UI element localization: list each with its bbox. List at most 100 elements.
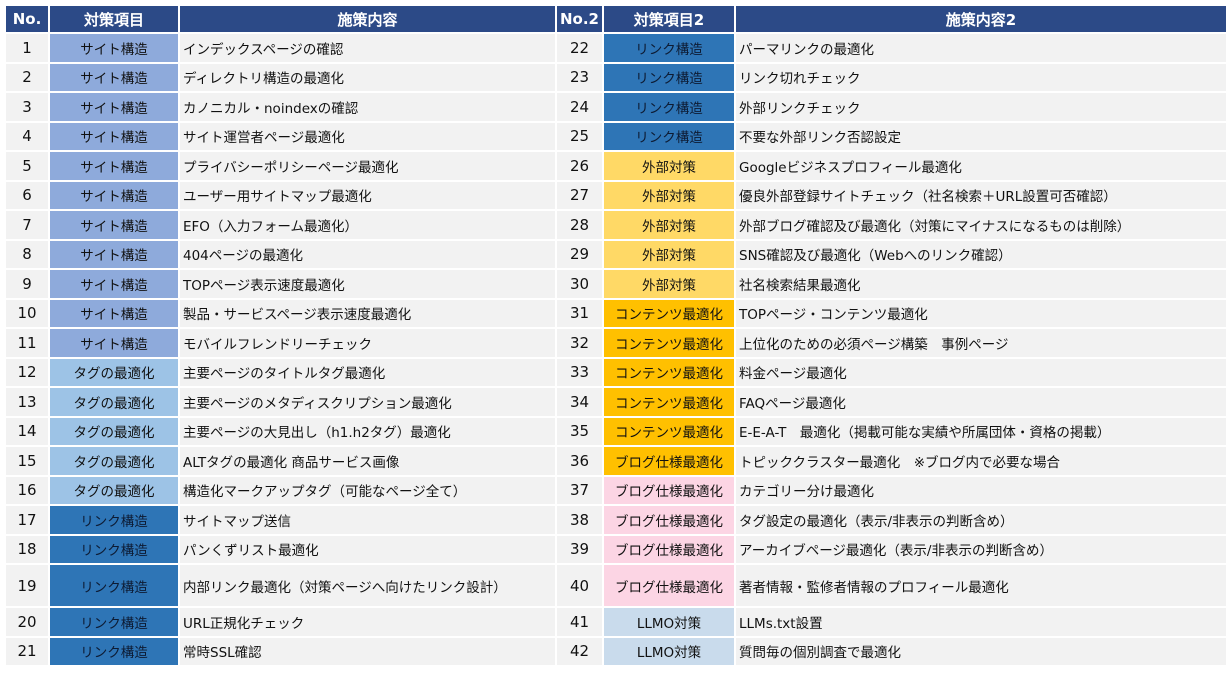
left-no-cell: 13 bbox=[6, 388, 48, 416]
left-measure-cell: 製品・サービスページ表示速度最適化 bbox=[180, 299, 555, 327]
right-category-cell: 外部対策 bbox=[604, 152, 734, 180]
right-measure-cell: SNS確認及び最適化（Webへのリンク確認） bbox=[736, 240, 1226, 268]
left-category-cell: サイト構造 bbox=[50, 240, 178, 268]
right-category-cell: ブログ仕様最適化 bbox=[604, 565, 734, 606]
right-measure-cell: Googleビジネスプロフィール最適化 bbox=[736, 152, 1226, 180]
seo-measures-table: No. 対策項目 施策内容 No.2 対策項目2 施策内容2 1 サイト構造 インデ… bbox=[4, 4, 1228, 667]
right-measure-cell: トピッククラスター最適化 ※ブログ内で必要な場合 bbox=[736, 447, 1226, 475]
right-no-cell: 23 bbox=[557, 63, 602, 91]
right-measure-cell: E-E-A-T 最適化（掲載可能な実績や所属団体・資格の掲載） bbox=[736, 417, 1226, 445]
right-category-cell: ブログ仕様最適化 bbox=[604, 535, 734, 563]
right-category-cell: コンテンツ最適化 bbox=[604, 417, 734, 445]
right-category-cell: ブログ仕様最適化 bbox=[604, 506, 734, 534]
left-no-cell: 17 bbox=[6, 506, 48, 534]
left-category-cell: サイト構造 bbox=[50, 122, 178, 150]
left-measure-cell: プライバシーポリシーページ最適化 bbox=[180, 152, 555, 180]
left-no-cell: 18 bbox=[6, 535, 48, 563]
left-measure-cell: 主要ページのタイトルタグ最適化 bbox=[180, 358, 555, 386]
right-category-cell: 外部対策 bbox=[604, 240, 734, 268]
left-category-cell: タグの最適化 bbox=[50, 476, 178, 504]
left-category-cell: リンク構造 bbox=[50, 506, 178, 534]
right-category-cell: リンク構造 bbox=[604, 34, 734, 62]
left-measure-cell: 構造化マークアップタグ（可能なページ全て） bbox=[180, 476, 555, 504]
table-row: 14 タグの最適化 主要ページの大見出し（h1.h2タグ）最適化 35 コンテンツ最適化… bbox=[6, 417, 1226, 445]
left-no-cell: 8 bbox=[6, 240, 48, 268]
left-measure-cell: パンくずリスト最適化 bbox=[180, 535, 555, 563]
right-category-cell: リンク構造 bbox=[604, 63, 734, 91]
right-category-cell: コンテンツ最適化 bbox=[604, 329, 734, 357]
table-row: 20 リンク構造 URL正規化チェック 41 LLMO対策 LLMs.txt設置 bbox=[6, 608, 1226, 636]
table-row: 18 リンク構造 パンくずリスト最適化 39 ブログ仕様最適化 アーカイブページ最適化（表… bbox=[6, 535, 1226, 563]
left-measure-cell: 主要ページの大見出し（h1.h2タグ）最適化 bbox=[180, 417, 555, 445]
right-category-cell: コンテンツ最適化 bbox=[604, 299, 734, 327]
left-category-cell: リンク構造 bbox=[50, 637, 178, 665]
header-row: No. 対策項目 施策内容 No.2 対策項目2 施策内容2 bbox=[6, 6, 1226, 32]
table-row: 17 リンク構造 サイトマップ送信 38 ブログ仕様最適化 タグ設定の最適化（表示/非表示… bbox=[6, 506, 1226, 534]
table-row: 8 サイト構造 404ページの最適化 29 外部対策 SNS確認及び最適化（Webへのリン… bbox=[6, 240, 1226, 268]
right-no-cell: 40 bbox=[557, 565, 602, 606]
table-row: 2 サイト構造 ディレクトリ構造の最適化 23 リンク構造 リンク切れチェック bbox=[6, 63, 1226, 91]
right-category-cell: 外部対策 bbox=[604, 211, 734, 239]
table-row: 10 サイト構造 製品・サービスページ表示速度最適化 31 コンテンツ最適化 TOPページ… bbox=[6, 299, 1226, 327]
right-measure-cell: 料金ページ最適化 bbox=[736, 358, 1226, 386]
right-no-cell: 39 bbox=[557, 535, 602, 563]
right-no-cell: 27 bbox=[557, 181, 602, 209]
table-row: 16 タグの最適化 構造化マークアップタグ（可能なページ全て） 37 ブログ仕様最適化カ… bbox=[6, 476, 1226, 504]
left-category-cell: リンク構造 bbox=[50, 608, 178, 636]
right-no-cell: 33 bbox=[557, 358, 602, 386]
right-no-cell: 26 bbox=[557, 152, 602, 180]
table-row: 3 サイト構造 カノニカル・noindexの確認 24 リンク構造 外部リンクチェック bbox=[6, 93, 1226, 121]
right-measure-cell: カテゴリー分け最適化 bbox=[736, 476, 1226, 504]
right-measure-cell: 優良外部登録サイトチェック（社名検索＋URL設置可否確認） bbox=[736, 181, 1226, 209]
left-measure-cell: ディレクトリ構造の最適化 bbox=[180, 63, 555, 91]
left-no-cell: 1 bbox=[6, 34, 48, 62]
left-no-cell: 6 bbox=[6, 181, 48, 209]
left-no-cell: 16 bbox=[6, 476, 48, 504]
right-measure-cell: TOPページ・コンテンツ最適化 bbox=[736, 299, 1226, 327]
right-category-cell: コンテンツ最適化 bbox=[604, 388, 734, 416]
left-no-cell: 11 bbox=[6, 329, 48, 357]
left-category-cell: タグの最適化 bbox=[50, 358, 178, 386]
left-no-cell: 14 bbox=[6, 417, 48, 445]
right-no-cell: 30 bbox=[557, 270, 602, 298]
table-row: 19 リンク構造 内部リンク最適化（対策ページへ向けたリンク設計） 40 ブログ仕様最適… bbox=[6, 565, 1226, 606]
right-measure-cell: 外部リンクチェック bbox=[736, 93, 1226, 121]
left-category-cell: サイト構造 bbox=[50, 299, 178, 327]
table-row: 13 タグの最適化 主要ページのメタディスクリプション最適化 34 コンテンツ最適化 FA… bbox=[6, 388, 1226, 416]
right-no-cell: 41 bbox=[557, 608, 602, 636]
right-measure-cell: アーカイブページ最適化（表示/非表示の判断含め） bbox=[736, 535, 1226, 563]
right-measure-cell: FAQページ最適化 bbox=[736, 388, 1226, 416]
right-category-cell: 外部対策 bbox=[604, 181, 734, 209]
left-category-cell: サイト構造 bbox=[50, 181, 178, 209]
table-row: 5 サイト構造 プライバシーポリシーページ最適化 26 外部対策 Googleビジネスプロ… bbox=[6, 152, 1226, 180]
right-category-cell: 外部対策 bbox=[604, 270, 734, 298]
left-no-cell: 19 bbox=[6, 565, 48, 606]
right-measure-cell: リンク切れチェック bbox=[736, 63, 1226, 91]
left-category-cell: タグの最適化 bbox=[50, 417, 178, 445]
header-measure2: 施策内容2 bbox=[736, 6, 1226, 32]
left-measure-cell: EFO（入力フォーム最適化） bbox=[180, 211, 555, 239]
right-measure-cell: 質問毎の個別調査で最適化 bbox=[736, 637, 1226, 665]
table-row: 6 サイト構造 ユーザー用サイトマップ最適化 27 外部対策 優良外部登録サイトチェック（… bbox=[6, 181, 1226, 209]
right-no-cell: 24 bbox=[557, 93, 602, 121]
right-category-cell: リンク構造 bbox=[604, 122, 734, 150]
right-measure-cell: 外部ブログ確認及び最適化（対策にマイナスになるものは削除） bbox=[736, 211, 1226, 239]
left-no-cell: 4 bbox=[6, 122, 48, 150]
table-body: 1 サイト構造 インデックスページの確認 22 リンク構造 パーマリンクの最適化 2 サイト構… bbox=[6, 34, 1226, 665]
header-category2: 対策項目2 bbox=[604, 6, 734, 32]
right-measure-cell: タグ設定の最適化（表示/非表示の判断含め） bbox=[736, 506, 1226, 534]
left-category-cell: サイト構造 bbox=[50, 63, 178, 91]
header-no2: No.2 bbox=[557, 6, 602, 32]
right-no-cell: 22 bbox=[557, 34, 602, 62]
left-no-cell: 3 bbox=[6, 93, 48, 121]
left-no-cell: 10 bbox=[6, 299, 48, 327]
left-category-cell: サイト構造 bbox=[50, 93, 178, 121]
right-no-cell: 42 bbox=[557, 637, 602, 665]
right-no-cell: 29 bbox=[557, 240, 602, 268]
right-no-cell: 37 bbox=[557, 476, 602, 504]
left-category-cell: タグの最適化 bbox=[50, 388, 178, 416]
right-no-cell: 38 bbox=[557, 506, 602, 534]
left-measure-cell: TOPページ表示速度最適化 bbox=[180, 270, 555, 298]
right-no-cell: 32 bbox=[557, 329, 602, 357]
right-measure-cell: パーマリンクの最適化 bbox=[736, 34, 1226, 62]
